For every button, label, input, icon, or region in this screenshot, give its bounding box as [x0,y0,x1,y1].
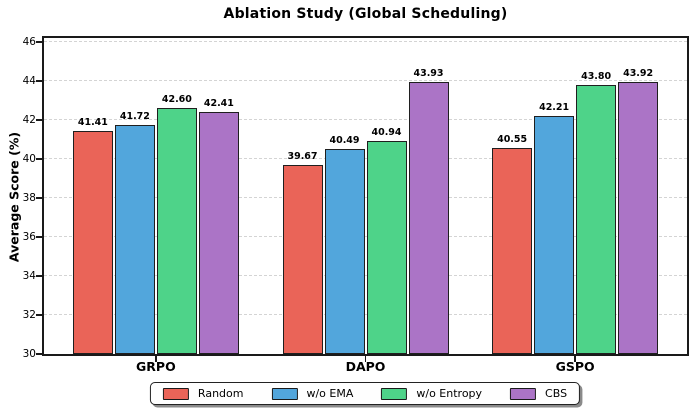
bar-value-label: 39.67 [287,151,318,163]
bar-value-label: 40.55 [497,134,528,146]
y-tick-mark [36,80,42,82]
bar-gspo-w-o-ema [534,115,575,354]
gridline [44,236,687,238]
bar-value-label: 41.72 [119,111,150,123]
x-tick-label-gspo: GSPO [555,359,595,374]
bar-value-label: 43.93 [413,68,444,80]
y-tick-label: 38 [22,191,36,204]
gridline [44,314,687,316]
bar-dapo-w-o-entropy [366,140,407,354]
legend-swatch-cbs [510,387,537,400]
bar-value-label: 42.41 [203,97,234,109]
x-tick-mark [574,356,576,362]
bar-gspo-cbs [618,82,659,354]
legend-label: w/o EMA [306,387,354,400]
y-tick-mark [36,275,42,277]
plot-area: 30 32 34 36 38 40 42 44 46 41.41 41.72 42.60 42.41 39… [23,36,689,362]
bar-value-label: 40.94 [371,126,402,138]
y-tick-label: 40 [22,152,36,165]
bar-value-label: 42.60 [161,94,192,106]
bar-grpo-cbs [198,111,239,354]
bar-value-label: 43.80 [581,70,612,82]
legend-label: Random [197,387,244,400]
bar-value-label: 42.21 [539,101,570,113]
legend-item-w-o-entropy: w/o Entropy [381,387,482,400]
y-tick-label: 44 [22,74,36,87]
gridline [44,119,687,121]
bar-grpo-random [72,131,113,354]
bar-dapo-cbs [408,82,449,354]
y-tick-mark [36,158,42,160]
bar-dapo-w-o-ema [324,149,365,354]
y-tick-mark [36,119,42,121]
gridline [44,275,687,277]
chart-title: Ablation Study (Global Scheduling) [223,6,508,22]
bar-value-label: 43.92 [623,68,654,80]
legend-label: w/o Entropy [416,387,483,400]
gridline [44,41,687,43]
legend-swatch-w-o-entropy [381,387,408,400]
bar-grpo-w-o-ema [114,125,155,354]
legend-item-cbs: CBS [510,387,567,400]
bar-dapo-random [282,165,323,354]
y-tick-mark [36,197,42,199]
y-tick-label: 32 [22,308,36,321]
gridline [44,80,687,82]
legend-swatch-random [162,387,189,400]
y-tick-label: 42 [22,113,36,126]
bar-value-label: 41.41 [77,117,108,129]
x-tick-mark [364,356,367,362]
y-tick-label: 34 [22,269,36,282]
y-tick-label: 36 [22,230,36,243]
y-tick-label: 30 [22,348,36,360]
y-tick-label: 46 [22,35,36,48]
legend: Random w/o EMA w/o Entropy CBS [149,382,581,405]
legend-label: CBS [545,387,568,400]
y-tick-mark [36,236,42,238]
legend-item-random: Random [162,387,244,400]
x-tick-mark [154,356,157,362]
y-tick-mark [36,41,42,43]
bar-grpo-w-o-entropy [156,108,197,354]
bar-gspo-random [492,148,533,354]
bar-gspo-w-o-entropy [576,84,617,354]
gridline [44,197,687,199]
gridline [44,158,687,160]
legend-item-w-o-ema: w/o EMA [271,387,353,400]
legend-swatch-w-o-ema [271,387,298,400]
y-tick-mark [36,314,42,316]
x-tick-label-dapo: DAPO [345,359,386,374]
y-tick-mark [36,353,42,355]
x-tick-label-grpo: GRPO [136,359,176,374]
bar-value-label: 40.49 [329,135,360,147]
